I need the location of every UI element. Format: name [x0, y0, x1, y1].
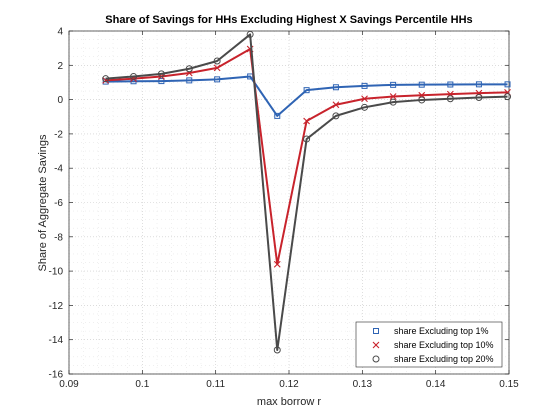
- data-point-top-20: [446, 95, 454, 103]
- y-tick-label: -8: [54, 232, 63, 243]
- data-point-top-1: [361, 82, 368, 89]
- data-point-top-20: [130, 72, 138, 80]
- series-line-top-20: [105, 33, 508, 351]
- x-tick-label: 0.11: [206, 379, 225, 390]
- data-point-top-10-stroke-b: [361, 95, 368, 103]
- data-point-top-10: [361, 95, 368, 103]
- legend: share Excluding top 1% share Excluding t…: [355, 321, 503, 368]
- axis-ticks: 0.09 0.1 0.11 0.12 0.13 0.14 0.15 -16 -14 -12 -10 -…: [49, 27, 520, 391]
- data-point-top-20: [361, 103, 369, 111]
- data-point-top-10: [273, 260, 281, 268]
- x-tick-label: 0.09: [59, 379, 79, 390]
- data-point-top-1: [390, 81, 397, 88]
- legend-marker-top-20: [372, 355, 380, 363]
- data-point-top-20: [246, 30, 254, 38]
- y-tick-label: -12: [49, 301, 64, 312]
- y-axis-label: Share of Aggregate Savings: [37, 134, 49, 271]
- data-point-top-1: [303, 87, 310, 94]
- legend-marker-top-1: [373, 328, 379, 334]
- data-point-top-10: [389, 93, 397, 100]
- x-tick-label: 0.13: [353, 379, 373, 390]
- data-point-top-10: [303, 117, 310, 125]
- data-point-top-1: [158, 78, 165, 85]
- y-tick-label: -4: [54, 164, 63, 175]
- y-tick-label: 2: [57, 61, 63, 72]
- data-point-top-20: [303, 135, 311, 143]
- legend-label-top-20: share Excluding top 20%: [394, 354, 494, 364]
- y-tick-label: -10: [49, 267, 64, 278]
- series-lines: [102, 30, 512, 354]
- chart-title: Share of Savings for HHs Excluding Highe…: [105, 14, 472, 26]
- data-point-top-10-stroke-b: [273, 260, 281, 268]
- legend-marker-top-10-stroke-b: [372, 341, 380, 349]
- x-tick-label: 0.12: [279, 379, 299, 390]
- legend-label-top-1: share Excluding top 1%: [394, 326, 489, 336]
- series-line-top-1: [105, 75, 508, 117]
- y-tick-label: -6: [54, 198, 63, 209]
- data-point-top-10-stroke-b: [389, 93, 397, 100]
- data-point-top-20: [332, 112, 340, 120]
- legend-marker-top-10: [372, 341, 380, 349]
- data-point-top-1: [475, 81, 482, 88]
- y-tick-label: 0: [57, 95, 63, 106]
- x-tick-label: 0.15: [499, 379, 519, 390]
- data-point-top-1: [186, 77, 193, 84]
- data-point-top-1: [418, 81, 425, 88]
- x-tick-label: 0.14: [426, 379, 446, 390]
- data-point-top-10-stroke-b: [332, 101, 340, 109]
- data-point-top-20: [157, 70, 165, 78]
- x-tick-label: 0.1: [135, 379, 149, 390]
- grid: [68, 30, 510, 375]
- data-point-top-20: [273, 346, 281, 354]
- data-point-top-10: [332, 101, 340, 109]
- legend-label-top-10: share Excluding top 10%: [394, 340, 494, 350]
- legend-box: [355, 321, 503, 368]
- data-point-top-20: [185, 65, 193, 73]
- data-point-top-1: [102, 78, 109, 85]
- y-tick-label: -14: [49, 335, 64, 346]
- series-top-1: [102, 73, 511, 119]
- data-point-top-20: [504, 93, 512, 101]
- data-point-top-1: [447, 81, 454, 88]
- data-point-top-20: [418, 96, 426, 104]
- x-axis-label: max borrow r: [257, 396, 322, 408]
- data-point-top-20: [389, 98, 397, 106]
- data-point-top-1: [214, 76, 221, 83]
- y-tick-label: -2: [54, 129, 63, 140]
- data-point-top-1: [332, 84, 339, 91]
- data-point-top-1: [504, 81, 511, 88]
- data-point-top-10: [213, 64, 221, 72]
- legend-markers: [372, 328, 380, 363]
- data-point-top-20: [102, 75, 110, 83]
- y-tick-label: 4: [57, 27, 63, 38]
- data-point-top-1: [274, 112, 281, 119]
- y-tick-label: -16: [49, 370, 64, 381]
- data-point-top-10-stroke-b: [303, 117, 310, 125]
- series-top-20: [102, 30, 512, 354]
- data-point-top-20: [213, 57, 221, 65]
- data-point-top-20: [475, 94, 483, 102]
- data-point-top-10-stroke-b: [213, 64, 221, 72]
